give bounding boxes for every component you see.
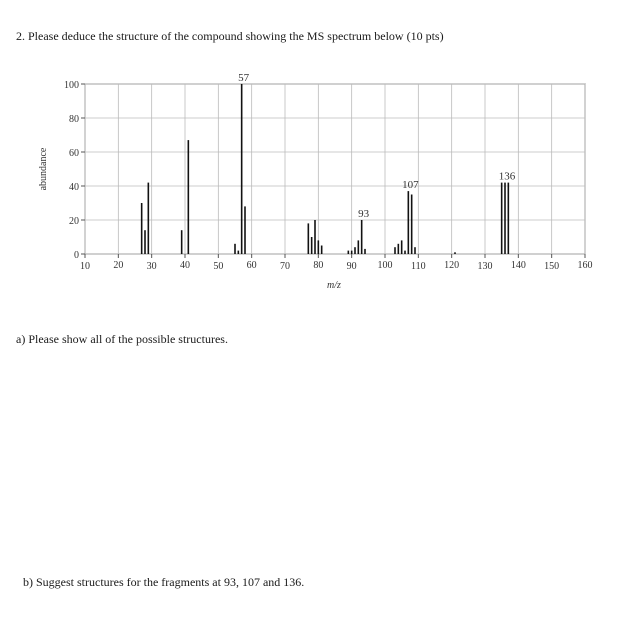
peak-annotation: 107: [402, 179, 419, 191]
x-tick-label: 80: [313, 260, 323, 271]
peak-layer: [140, 84, 510, 254]
x-tick-label: 50: [213, 261, 223, 272]
y-tick-label: 80: [69, 114, 79, 125]
mass-spectrum-chart: 10 20 30 40 50 60 70 80 90 100 110 120 130 140 150 160 0…: [38, 72, 593, 291]
y-axis-label: abundance: [38, 147, 49, 190]
x-tick-label: 140: [511, 260, 526, 271]
y-tick-label: 40: [69, 182, 79, 193]
x-tick-label: 160: [578, 260, 593, 271]
tick-layer: 10 20 30 40 50 60 70 80 90 100 110 120 130 140 150 160 0…: [64, 80, 593, 272]
y-tick-label: 100: [64, 80, 79, 91]
x-tick-label: 20: [113, 260, 123, 271]
part-a-prompt: a) Please show all of the possible struc…: [16, 332, 228, 346]
x-tick-label: 60: [247, 260, 257, 271]
question-title: 2. Please deduce the structure of the co…: [16, 29, 444, 43]
x-tick-label: 150: [544, 261, 559, 272]
x-tick-label: 70: [280, 261, 290, 272]
x-tick-label: 110: [411, 261, 426, 272]
x-tick-label: 100: [378, 260, 393, 271]
grid-layer: [84, 83, 586, 255]
peak-annotation: 57: [238, 72, 250, 84]
x-tick-label: 130: [478, 261, 493, 272]
x-tick-label: 90: [347, 261, 357, 272]
y-tick-label: 0: [74, 250, 79, 261]
peak-annotation: 136: [499, 171, 516, 183]
x-tick-label: 10: [80, 261, 90, 272]
annotation-layer: 57 93 107 136: [238, 72, 516, 220]
part-b-prompt: b) Suggest structures for the fragments …: [23, 575, 305, 589]
x-axis-label: m/z: [327, 280, 341, 291]
y-tick-label: 20: [69, 216, 79, 227]
x-tick-label: 40: [180, 260, 190, 271]
plot-frame: [84, 83, 586, 255]
x-tick-label: 30: [147, 261, 157, 272]
y-tick-label: 60: [69, 148, 79, 159]
x-tick-label: 120: [444, 260, 459, 271]
peak-annotation: 93: [358, 208, 370, 220]
